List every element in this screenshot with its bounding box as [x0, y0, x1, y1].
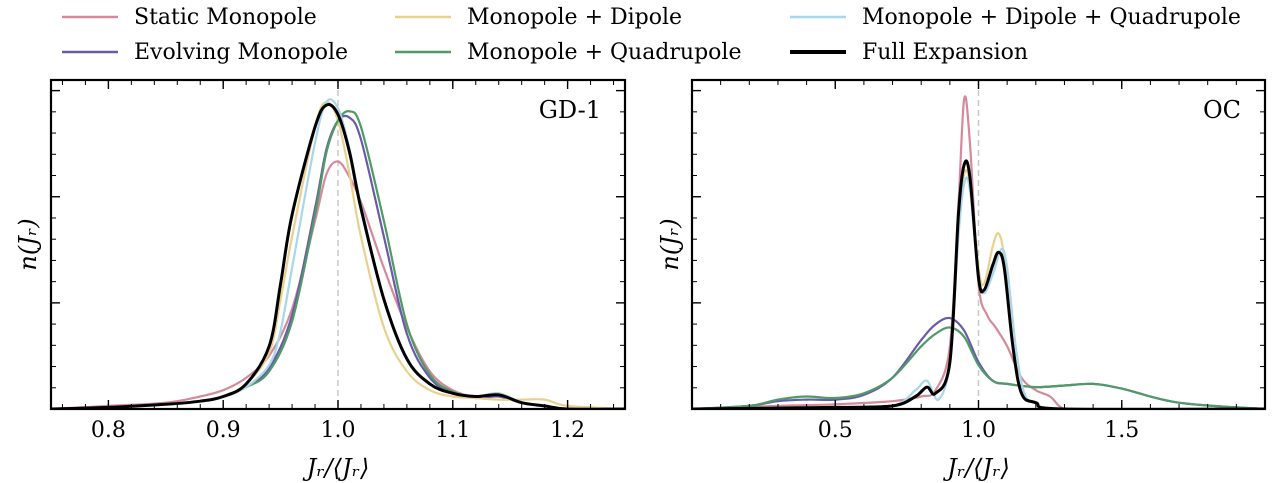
- legend-label: Static Monopole: [134, 5, 317, 30]
- legend-item-full-expansion: Full Expansion: [790, 40, 1028, 65]
- series-group: [51, 98, 625, 409]
- x-tick-label: 1.1: [435, 418, 470, 443]
- y-axis-label: n(Jᵣ): [14, 218, 42, 270]
- x-tick-label: 0.5: [818, 418, 853, 443]
- legend: Static Monopole Evolving Monopole Monopole…: [62, 5, 1241, 65]
- panel-label: OC: [1203, 96, 1241, 124]
- series-line-static-monopole: [692, 95, 1265, 409]
- x-tick-label: 0.8: [91, 418, 126, 443]
- legend-item-evolving-monopole: Evolving Monopole: [62, 40, 348, 65]
- legend-label: Full Expansion: [862, 40, 1028, 65]
- legend-label: Monopole + Dipole + Quadrupole: [862, 5, 1241, 30]
- x-axis-label: Jᵣ/⟨Jᵣ⟩: [302, 454, 370, 482]
- legend-item-monopole-quadrupole: Monopole + Quadrupole: [395, 40, 741, 65]
- legend-label: Monopole + Dipole: [467, 5, 682, 30]
- x-tick-label: 1.0: [321, 418, 356, 443]
- panel-oc: 0.5 1.0 1.5 OC Jᵣ/⟨Jᵣ⟩ n(Jᵣ): [656, 78, 1267, 482]
- x-tick-label: 0.9: [206, 418, 241, 443]
- x-tick-label: 1.5: [1104, 418, 1139, 443]
- series-line-monopole-quadrupole: [692, 326, 1265, 409]
- legend-label: Evolving Monopole: [134, 40, 348, 65]
- series-group: [692, 95, 1265, 409]
- series-line-full-expansion: [51, 103, 625, 409]
- legend-item-monopole-dipole-quadrupole: Monopole + Dipole + Quadrupole: [790, 5, 1241, 30]
- x-axis-label: Jᵣ/⟨Jᵣ⟩: [942, 454, 1010, 482]
- legend-label: Monopole + Quadrupole: [467, 40, 741, 65]
- panel-gd1: 0.8 0.9 1.0 1.1 1.2 GD-1 Jᵣ/⟨Jᵣ⟩ n(Jᵣ): [14, 78, 627, 482]
- panel-label: GD-1: [539, 96, 601, 124]
- series-line-full-expansion: [692, 159, 1265, 409]
- y-axis-label: n(Jᵣ): [656, 218, 684, 270]
- x-tick-label: 1.2: [550, 418, 585, 443]
- legend-item-monopole-dipole: Monopole + Dipole: [395, 5, 682, 30]
- legend-item-static-monopole: Static Monopole: [62, 5, 317, 30]
- x-tick-label: 1.0: [961, 418, 996, 443]
